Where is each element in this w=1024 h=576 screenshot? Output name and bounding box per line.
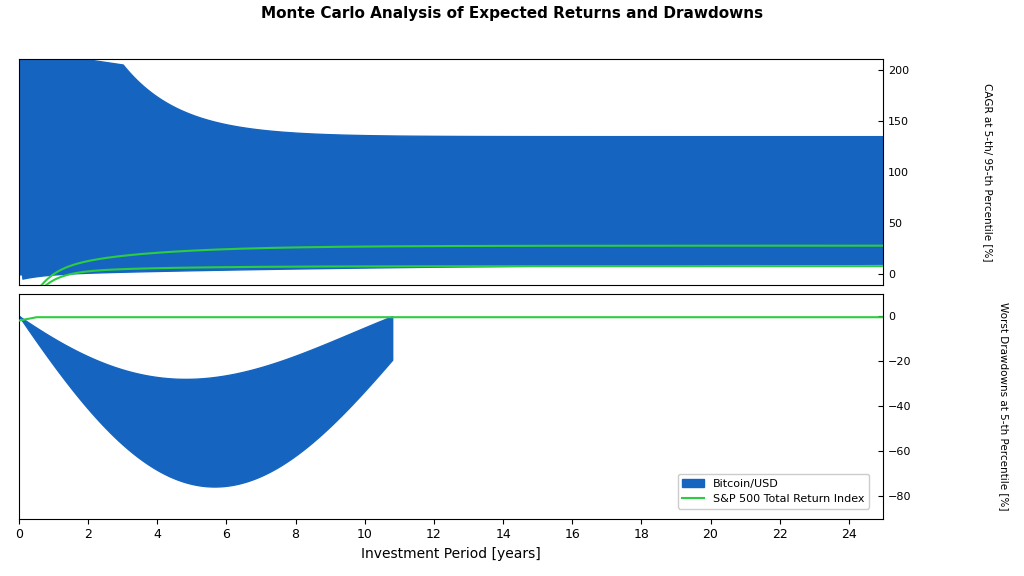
- Y-axis label: CAGR at 5-th/ 95-th Percentile [%]: CAGR at 5-th/ 95-th Percentile [%]: [983, 83, 992, 262]
- Legend: Bitcoin/USD, S&P 500 Total Return Index: Bitcoin/USD, S&P 500 Total Return Index: [678, 474, 869, 509]
- Text: Monte Carlo Analysis of Expected Returns and Drawdowns: Monte Carlo Analysis of Expected Returns…: [261, 6, 763, 21]
- Y-axis label: Worst Drawdowns at 5-th Percentile [%]: Worst Drawdowns at 5-th Percentile [%]: [999, 302, 1009, 510]
- X-axis label: Investment Period [years]: Investment Period [years]: [361, 547, 541, 561]
